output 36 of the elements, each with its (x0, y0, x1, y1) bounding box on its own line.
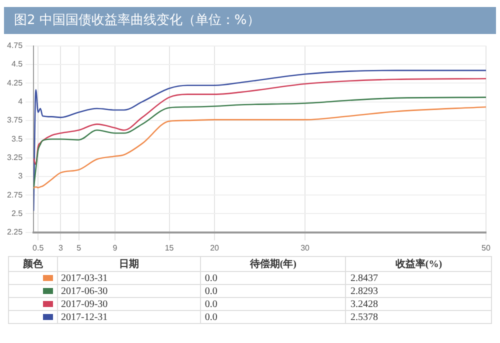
text: 2.8437 (346, 272, 492, 284)
text: 日期 (58, 256, 200, 272)
text: 0.0 (200, 272, 346, 284)
x-tick-label: 9 (112, 243, 118, 252)
x-tick-label: 3 (58, 243, 64, 252)
x-tick-label: 20 (210, 243, 220, 252)
legend-label: 2017-06-30 (58, 284, 200, 298)
y-tick-label: 3.75 (6, 116, 24, 125)
x-tick-label: 5 (76, 243, 82, 252)
x-tick-label: 30 (300, 243, 310, 252)
legend-label: 2017-09-30 (58, 298, 200, 310)
y-tick-label: 2.25 (6, 228, 24, 237)
text: 3.2428 (346, 298, 492, 310)
chart-title: 图2 中国国债收益率曲线变化（单位：%） (4, 7, 496, 34)
text: 2.8293 (346, 284, 492, 298)
text: 颜色 (8, 256, 58, 272)
text: 2.5378 (346, 310, 492, 324)
y-tick-label: 2.75 (6, 190, 24, 200)
text: 收益率(%) (346, 256, 492, 272)
text: 待偿期(年) (200, 256, 346, 272)
x-tick-label: 0.5 (32, 243, 44, 252)
y-tick-label: 2.5 (11, 208, 24, 218)
text: 0.0 (200, 310, 346, 324)
y-tick-label: 3 (18, 172, 24, 181)
y-tick-label: 4.25 (6, 78, 24, 88)
y-tick-label: 4.75 (6, 41, 24, 50)
x-tick-label: 50 (482, 243, 491, 252)
legend-label: 2017-03-31 (58, 272, 200, 284)
text: 0.0 (200, 284, 346, 298)
y-tick-label: 4 (18, 96, 24, 106)
x-tick-label: 15 (164, 243, 174, 252)
legend-label: 2017-12-31 (58, 310, 200, 324)
text: 0.0 (200, 298, 346, 310)
y-tick-label: 4.5 (11, 60, 24, 69)
y-tick-label: 3.25 (6, 152, 24, 162)
y-tick-label: 3.5 (11, 134, 24, 144)
